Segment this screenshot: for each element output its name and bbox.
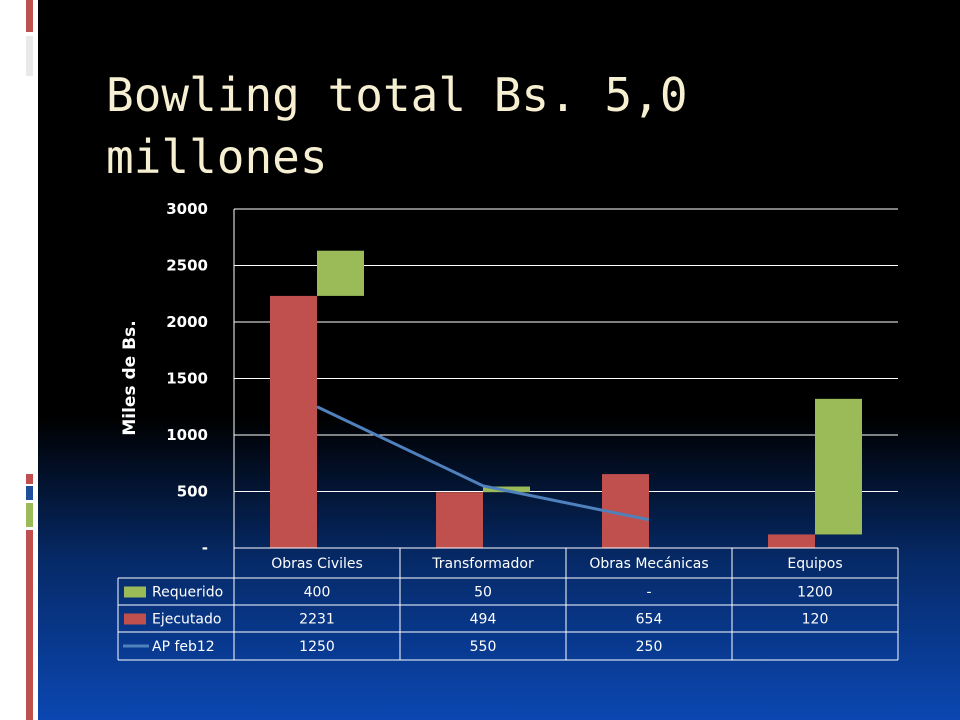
table-value: 1250 — [299, 639, 335, 655]
slide-title: Bowling total Bs. 5,0 millones — [106, 68, 688, 184]
category-label: Equipos — [787, 556, 842, 572]
legend-label: AP feb12 — [152, 639, 215, 655]
bar-ejecutado — [270, 295, 317, 548]
table-value: 1200 — [797, 585, 833, 601]
legend-label: Requerido — [152, 585, 223, 601]
bar-requerido — [317, 250, 364, 296]
table-value: 120 — [802, 612, 829, 628]
deco-bar-red-small — [26, 474, 33, 484]
line-ap-feb12 — [316, 405, 650, 522]
category-label: Transformador — [431, 556, 534, 572]
bar-ejecutado — [436, 492, 483, 548]
y-tick-label: 3000 — [166, 200, 208, 218]
deco-bar-red-top — [26, 0, 33, 32]
deco-bar-white-top — [26, 36, 33, 76]
y-tick-label: 2000 — [166, 313, 208, 331]
table-value: - — [646, 585, 651, 601]
y-tick-label: 500 — [177, 483, 208, 501]
table-value: 494 — [470, 612, 497, 628]
table-value: 50 — [474, 585, 492, 601]
category-label: Obras Mecánicas — [589, 556, 708, 572]
slide-background — [38, 0, 960, 720]
legend-label: Ejecutado — [152, 612, 221, 628]
y-tick-label: 2500 — [166, 257, 208, 275]
deco-bar-blue — [26, 486, 33, 500]
category-label: Obras Civiles — [271, 556, 363, 572]
y-tick-label: - — [202, 539, 208, 557]
y-tick-label: 1500 — [166, 370, 208, 388]
table-value: 2231 — [299, 612, 335, 628]
legend-key-ejecutado — [124, 613, 146, 625]
y-tick-label: 1000 — [166, 426, 208, 444]
bar-requerido — [815, 398, 862, 535]
table-value: 550 — [470, 639, 497, 655]
deco-bar-red-long — [26, 530, 33, 720]
table-value: 654 — [636, 612, 663, 628]
legend-key-requerido — [124, 586, 146, 598]
y-axis-title: Miles de Bs. — [120, 320, 140, 435]
table-value: 400 — [304, 585, 331, 601]
table-value: 250 — [636, 639, 663, 655]
bar-ejecutado — [768, 534, 815, 548]
deco-bar-green — [26, 503, 33, 527]
